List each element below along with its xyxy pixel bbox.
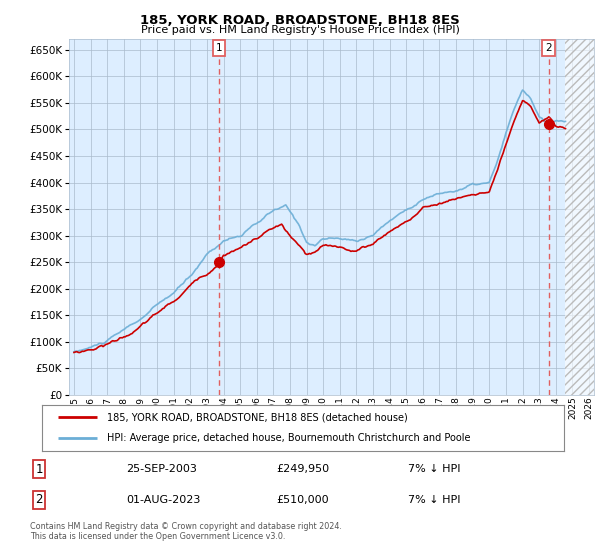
Text: 185, YORK ROAD, BROADSTONE, BH18 8ES: 185, YORK ROAD, BROADSTONE, BH18 8ES xyxy=(140,14,460,27)
Bar xyxy=(565,39,594,395)
Text: 25-SEP-2003: 25-SEP-2003 xyxy=(126,464,197,474)
Text: HPI: Average price, detached house, Bournemouth Christchurch and Poole: HPI: Average price, detached house, Bour… xyxy=(107,433,471,444)
Text: 1: 1 xyxy=(35,463,43,475)
Text: 185, YORK ROAD, BROADSTONE, BH18 8ES (detached house): 185, YORK ROAD, BROADSTONE, BH18 8ES (de… xyxy=(107,412,408,422)
Text: £510,000: £510,000 xyxy=(276,495,329,505)
Text: 01-AUG-2023: 01-AUG-2023 xyxy=(126,495,200,505)
Text: 7% ↓ HPI: 7% ↓ HPI xyxy=(408,495,461,505)
Text: £249,950: £249,950 xyxy=(276,464,329,474)
Text: 7% ↓ HPI: 7% ↓ HPI xyxy=(408,464,461,474)
Text: 2: 2 xyxy=(545,43,552,53)
Text: Price paid vs. HM Land Registry's House Price Index (HPI): Price paid vs. HM Land Registry's House … xyxy=(140,25,460,35)
Text: 1: 1 xyxy=(216,43,223,53)
Bar xyxy=(565,39,594,395)
Text: 2: 2 xyxy=(35,493,43,506)
Text: Contains HM Land Registry data © Crown copyright and database right 2024.
This d: Contains HM Land Registry data © Crown c… xyxy=(30,522,342,542)
